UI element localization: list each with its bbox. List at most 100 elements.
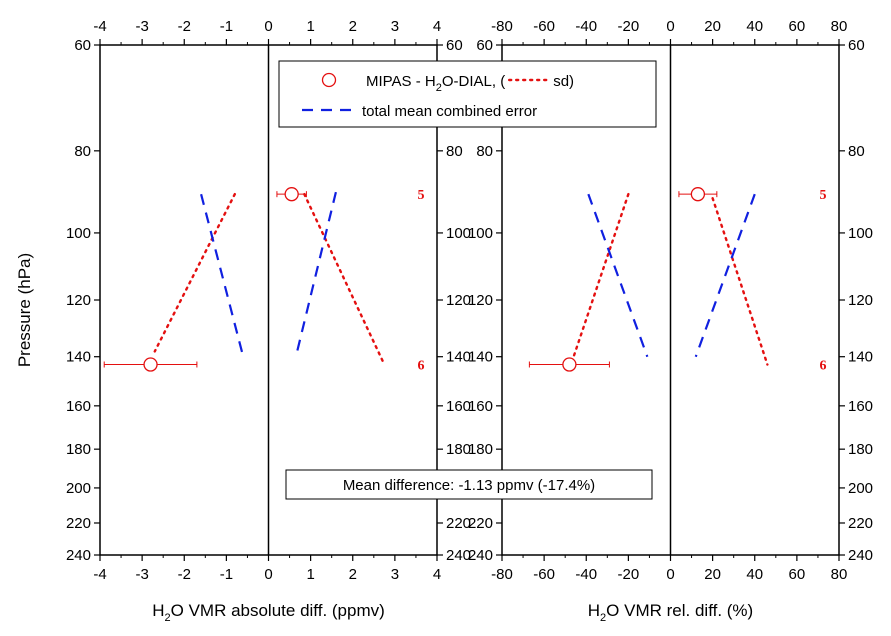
annotation-frame — [285, 469, 653, 500]
data-point — [143, 357, 158, 372]
y-tick-label-left: 220 — [66, 515, 91, 532]
y-tick-label-right: 80 — [446, 143, 463, 160]
x-tick-label-bottom: 60 — [789, 566, 806, 583]
x-tick-label-top: 2 — [349, 18, 357, 35]
sd-line — [711, 197, 769, 366]
y-tick-label-left: 60 — [74, 37, 91, 54]
legend: MIPAS - H2O-DIAL, ( sd) total mean combine… — [278, 60, 657, 128]
legend-label-sd: MIPAS - H2O-DIAL, ( — [366, 73, 505, 94]
x-axis-title: H2O VMR rel. diff. (%) — [588, 601, 753, 624]
x-tick-label-top: 1 — [306, 18, 314, 35]
y-tick-label-right: 180 — [446, 441, 471, 458]
x-tick-label-bottom: -60 — [533, 566, 555, 583]
x-tick-label-bottom: -80 — [491, 566, 513, 583]
x-tick-label-bottom: -20 — [618, 566, 640, 583]
y-tick-label-right: 120 — [848, 292, 873, 309]
x-tick-label-top: -2 — [178, 18, 191, 35]
x-tick-label-top: -80 — [491, 18, 513, 35]
error-line — [587, 193, 649, 358]
x-axis-title: H2O VMR absolute diff. (ppmv) — [152, 601, 385, 624]
x-tick-label-bottom: 1 — [306, 566, 314, 583]
y-tick-label-right: 240 — [446, 547, 471, 564]
y-tick-label-right: 80 — [848, 143, 865, 160]
y-tick-label-left: 180 — [468, 441, 493, 458]
data-point — [562, 357, 577, 372]
y-tick-label-right: 60 — [446, 37, 463, 54]
axis-ticks: -4 -4 -3 -3 -2 -2 -1 -1 0 0 1 1 2 2 3 3 4 4 H2O VMR absolu… — [66, 18, 873, 624]
error-line — [694, 193, 756, 358]
count-label: 6 — [820, 359, 827, 374]
legend-label-error: total mean combined error — [362, 103, 537, 120]
legend-label-sd-suffix: sd) — [553, 73, 574, 90]
x-tick-label-top: 3 — [391, 18, 399, 35]
error-line — [200, 193, 245, 357]
x-tick-label-bottom: 0 — [666, 566, 674, 583]
x-tick-label-top: 40 — [746, 18, 763, 35]
y-tick-label-left: 180 — [66, 441, 91, 458]
x-tick-label-bottom: -1 — [220, 566, 233, 583]
y-tick-label-left: 140 — [468, 349, 493, 366]
data-layer: 5 6 5 6 — [103, 187, 827, 374]
x-tick-label-top: -4 — [93, 18, 106, 35]
y-tick-label-right: 120 — [446, 292, 471, 309]
data-point — [284, 187, 299, 202]
x-tick-label-top: -1 — [220, 18, 233, 35]
x-tick-label-bottom: 2 — [349, 566, 357, 583]
x-tick-label-bottom: 20 — [704, 566, 721, 583]
sd-line — [572, 192, 630, 358]
x-tick-label-top: 60 — [789, 18, 806, 35]
x-tick-label-bottom: -2 — [178, 566, 191, 583]
y-tick-label-left: 220 — [468, 515, 493, 532]
y-tick-label-left: 120 — [468, 292, 493, 309]
x-tick-label-bottom: 40 — [746, 566, 763, 583]
y-axis-title: Pressure (hPa) — [15, 253, 34, 367]
y-tick-label-left: 200 — [66, 480, 91, 497]
y-tick-label-left: 80 — [74, 143, 91, 160]
x-tick-label-bottom: -40 — [575, 566, 597, 583]
x-tick-label-top: 0 — [264, 18, 272, 35]
annotation-box: Mean difference: -1.13 ppmv (-17.4%) — [285, 469, 653, 500]
y-tick-label-right: 100 — [848, 225, 873, 242]
y-tick-label-right: 160 — [446, 398, 471, 415]
y-tick-label-left: 160 — [66, 398, 91, 415]
error-line — [294, 191, 337, 357]
x-tick-label-bottom: 0 — [264, 566, 272, 583]
y-tick-label-right: 140 — [446, 349, 471, 366]
y-tick-label-right: 200 — [848, 480, 873, 497]
x-tick-label-top: 4 — [433, 18, 441, 35]
x-tick-label-bottom: -4 — [93, 566, 106, 583]
x-tick-label-top: -60 — [533, 18, 555, 35]
y-tick-label-right: 140 — [848, 349, 873, 366]
y-tick-label-right: 220 — [446, 515, 471, 532]
y-tick-label-left: 100 — [468, 225, 493, 242]
y-tick-label-left: 100 — [66, 225, 91, 242]
y-tick-label-right: 60 — [848, 37, 865, 54]
x-tick-label-bottom: 3 — [391, 566, 399, 583]
y-tick-label-right: 100 — [446, 225, 471, 242]
sd-line — [153, 192, 237, 353]
x-tick-label-top: 80 — [831, 18, 848, 35]
count-label: 5 — [820, 188, 827, 203]
y-tick-label-left: 160 — [468, 398, 493, 415]
y-tick-label-left: 120 — [66, 292, 91, 309]
legend-marker-circle — [321, 72, 337, 88]
y-tick-label-right: 240 — [848, 547, 873, 564]
x-tick-label-bottom: -3 — [135, 566, 148, 583]
y-tick-label-left: 60 — [476, 37, 493, 54]
y-tick-label-right: 160 — [848, 398, 873, 415]
sd-line — [303, 192, 386, 366]
x-tick-label-top: -20 — [618, 18, 640, 35]
x-tick-label-bottom: 80 — [831, 566, 848, 583]
data-point — [690, 187, 706, 202]
count-label: 6 — [418, 359, 425, 374]
y-tick-label-right: 180 — [848, 441, 873, 458]
y-tick-label-left: 140 — [66, 349, 91, 366]
x-tick-label-top: -40 — [575, 18, 597, 35]
mean-difference-text: Mean difference: -1.13 ppmv (-17.4%) — [343, 477, 595, 494]
y-tick-label-left: 240 — [66, 547, 91, 564]
x-tick-label-top: 0 — [666, 18, 674, 35]
y-tick-label-right: 220 — [848, 515, 873, 532]
y-tick-label-left: 80 — [476, 143, 493, 160]
x-tick-label-top: -3 — [135, 18, 148, 35]
